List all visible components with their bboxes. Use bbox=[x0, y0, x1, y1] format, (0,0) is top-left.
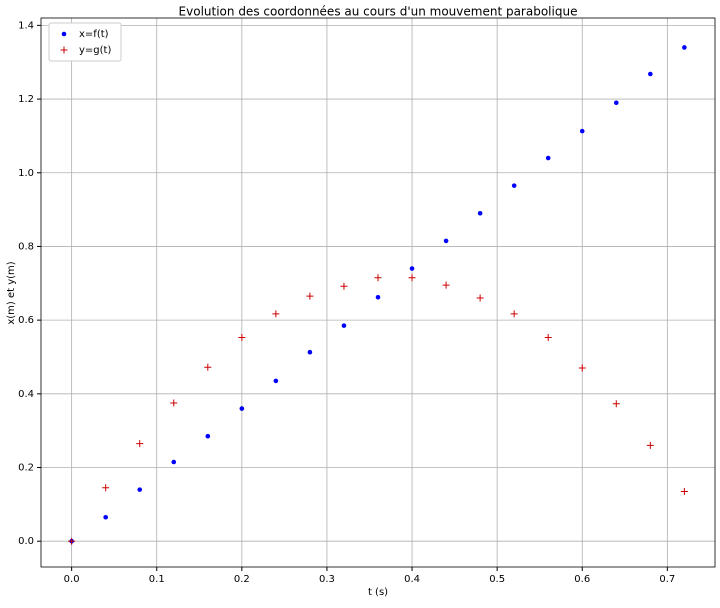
marker bbox=[273, 378, 279, 384]
marker bbox=[205, 433, 211, 439]
marker bbox=[477, 210, 483, 216]
y-tick-label: 0.0 bbox=[18, 536, 34, 547]
marker bbox=[204, 363, 212, 371]
x-tick-label: 0.6 bbox=[574, 574, 590, 585]
marker bbox=[171, 459, 177, 465]
marker bbox=[648, 71, 653, 77]
marker bbox=[306, 292, 314, 300]
marker bbox=[170, 399, 178, 407]
legend-label: y=g(t) bbox=[79, 45, 111, 56]
y-tick-label: 0.8 bbox=[18, 241, 34, 252]
marker bbox=[340, 282, 348, 290]
marker bbox=[646, 441, 654, 449]
y-tick-label: 0.4 bbox=[18, 389, 34, 400]
marker bbox=[442, 281, 450, 289]
marker bbox=[103, 514, 108, 520]
marker bbox=[68, 537, 76, 545]
marker bbox=[578, 364, 586, 372]
y-tick-label: 1.4 bbox=[18, 20, 34, 31]
marker bbox=[272, 310, 280, 318]
x-tick-label: 0.3 bbox=[319, 574, 335, 585]
x-tick-label: 0.1 bbox=[149, 574, 165, 585]
marker bbox=[341, 323, 347, 328]
chart-title: Evolution des coordonnées au cours d'un … bbox=[179, 5, 578, 19]
y-tick-label: 0.2 bbox=[18, 463, 34, 474]
plot-frame bbox=[40, 17, 716, 568]
marker bbox=[613, 100, 619, 106]
x-tick-label: 0.4 bbox=[404, 574, 420, 585]
x-tick-label: 0.7 bbox=[659, 574, 675, 585]
x-tick-label: 0.0 bbox=[64, 574, 80, 585]
legend-box bbox=[48, 22, 122, 62]
marker bbox=[443, 238, 449, 244]
marker bbox=[374, 274, 382, 282]
marker bbox=[408, 274, 416, 282]
marker bbox=[375, 294, 381, 300]
marker bbox=[238, 333, 246, 341]
marker bbox=[544, 333, 552, 341]
marker bbox=[476, 294, 484, 302]
marker bbox=[612, 400, 620, 408]
y-axis-label: x(m) et y(m) bbox=[6, 261, 17, 324]
legend-marker bbox=[61, 31, 67, 37]
marker bbox=[102, 484, 110, 492]
marker bbox=[511, 183, 517, 188]
x-tick-label: 0.2 bbox=[234, 574, 250, 585]
legend-label: x=f(t) bbox=[79, 29, 109, 40]
marker bbox=[545, 155, 551, 161]
x-tick-label: 0.5 bbox=[489, 574, 505, 585]
y-tick-label: 1.0 bbox=[18, 168, 34, 179]
x-axis-label: t (s) bbox=[368, 587, 388, 598]
marker bbox=[680, 487, 688, 495]
marker bbox=[579, 128, 585, 134]
marker bbox=[682, 45, 687, 50]
y-tick-label: 1.2 bbox=[18, 94, 34, 105]
marker bbox=[136, 440, 144, 448]
marker bbox=[409, 266, 415, 271]
legend-marker bbox=[60, 46, 68, 54]
marker bbox=[137, 487, 143, 492]
y-tick-label: 0.6 bbox=[18, 315, 34, 326]
marker bbox=[307, 349, 313, 355]
marker bbox=[239, 406, 245, 411]
marker bbox=[510, 310, 518, 318]
